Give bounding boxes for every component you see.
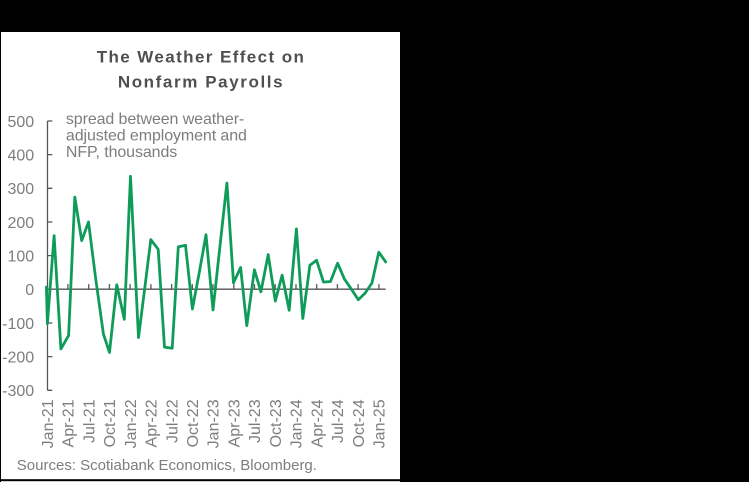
svg-text:Apr-24: Apr-24 (309, 399, 326, 447)
svg-text:100: 100 (7, 248, 34, 265)
svg-text:Oct-22: Oct-22 (185, 399, 202, 447)
svg-text:Jul-23: Jul-23 (247, 399, 264, 443)
svg-text:Jul-24: Jul-24 (330, 399, 347, 443)
svg-text:spread between weather-: spread between weather- (66, 111, 244, 128)
svg-text:Apr-22: Apr-22 (144, 399, 161, 447)
svg-text:Jan-21: Jan-21 (40, 399, 57, 448)
svg-text:Sources: Scotiabank Economics,: Sources: Scotiabank Economics, Bloomberg… (17, 457, 317, 474)
svg-text:Jan-23: Jan-23 (206, 399, 223, 448)
svg-text:500: 500 (7, 114, 34, 131)
svg-text:Oct-24: Oct-24 (351, 399, 368, 447)
svg-text:Jan-25: Jan-25 (372, 399, 389, 448)
svg-text:Nonfarm Payrolls: Nonfarm Payrolls (118, 72, 284, 91)
svg-text:adjusted employment and: adjusted employment and (66, 127, 247, 144)
svg-text:Jul-22: Jul-22 (164, 399, 181, 443)
svg-text:-300: -300 (2, 383, 34, 400)
svg-text:Jul-21: Jul-21 (81, 399, 98, 443)
svg-text:300: 300 (7, 181, 34, 198)
svg-text:400: 400 (7, 147, 34, 164)
svg-text:200: 200 (7, 215, 34, 232)
svg-text:Jan-24: Jan-24 (289, 399, 306, 448)
svg-text:Oct-23: Oct-23 (268, 399, 285, 447)
svg-text:-200: -200 (2, 349, 34, 366)
svg-text:Apr-23: Apr-23 (227, 399, 244, 447)
svg-text:0: 0 (25, 282, 34, 299)
svg-text:The Weather Effect on: The Weather Effect on (97, 47, 306, 66)
svg-text:Jan-22: Jan-22 (123, 399, 140, 448)
svg-text:-100: -100 (2, 316, 34, 333)
svg-text:Oct-21: Oct-21 (102, 399, 119, 447)
svg-text:NFP, thousands: NFP, thousands (66, 144, 177, 161)
svg-text:Apr-21: Apr-21 (61, 399, 78, 447)
